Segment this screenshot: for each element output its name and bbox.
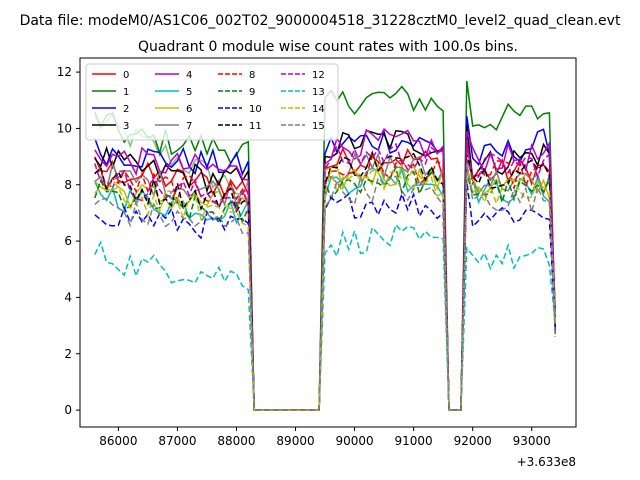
legend-label-1: 1 bbox=[123, 87, 129, 98]
axes-layer: 86000 87000 88000 89000 90000 91000 92000 93000… bbox=[57, 65, 551, 448]
series-line-2 bbox=[94, 116, 557, 411]
series-layer bbox=[94, 80, 557, 411]
legend-label-12: 12 bbox=[312, 70, 325, 81]
legend-label-13: 13 bbox=[312, 87, 325, 98]
y-tick-label: 4 bbox=[64, 290, 72, 304]
x-tick-label: 93000 bbox=[513, 434, 551, 448]
x-tick-label: 89000 bbox=[276, 434, 314, 448]
series-line-extra bbox=[94, 113, 255, 411]
legend-label-4: 4 bbox=[186, 70, 192, 81]
series-line-5 bbox=[94, 166, 557, 411]
y-tick-label: 8 bbox=[64, 178, 72, 192]
series-line-15 bbox=[94, 163, 557, 411]
y-tick-label: 10 bbox=[57, 121, 72, 135]
y-tick-label: 0 bbox=[64, 403, 72, 417]
legend-label-2: 2 bbox=[123, 104, 129, 115]
x-tick-label: 87000 bbox=[158, 434, 196, 448]
x-tick-label: 91000 bbox=[395, 434, 433, 448]
legend-label-9: 9 bbox=[249, 87, 255, 98]
series-line-7 bbox=[94, 152, 557, 411]
y-tick-label: 6 bbox=[64, 234, 72, 248]
series-line-8 bbox=[94, 141, 557, 411]
y-tick-label: 2 bbox=[64, 347, 72, 361]
y-tick-label: 12 bbox=[57, 65, 72, 79]
legend-label-7: 7 bbox=[186, 121, 192, 132]
legend-label-5: 5 bbox=[186, 87, 192, 98]
series-line-14 bbox=[94, 165, 557, 411]
legend-label-15: 15 bbox=[312, 121, 325, 132]
series-line-11 bbox=[94, 150, 557, 411]
legend-label-14: 14 bbox=[312, 104, 325, 115]
series-line-10 bbox=[94, 181, 557, 411]
legend-label-6: 6 bbox=[186, 104, 192, 115]
plot-frame bbox=[79, 57, 577, 428]
x-tick-label: 86000 bbox=[99, 434, 137, 448]
series-line-13 bbox=[94, 223, 557, 411]
legend-label-8: 8 bbox=[249, 70, 255, 81]
x-tick-label: 92000 bbox=[454, 434, 492, 448]
legend-label-3: 3 bbox=[123, 121, 129, 132]
legend-label-11: 11 bbox=[249, 121, 262, 132]
legend-label-0: 0 bbox=[123, 70, 129, 81]
chart-title: Quadrant 0 module wise count rates with … bbox=[138, 39, 518, 55]
legend-box bbox=[85, 63, 339, 141]
series-line-12 bbox=[94, 141, 557, 411]
x-tick-label: 88000 bbox=[217, 434, 255, 448]
x-offset-label: +3.633e8 bbox=[517, 455, 576, 469]
series-line-1 bbox=[94, 80, 557, 411]
x-tick-label: 90000 bbox=[335, 434, 373, 448]
legend-label-10: 10 bbox=[249, 104, 262, 115]
figure-suptitle: Data file: modeM0/AS1C06_002T02_90000045… bbox=[20, 13, 621, 29]
